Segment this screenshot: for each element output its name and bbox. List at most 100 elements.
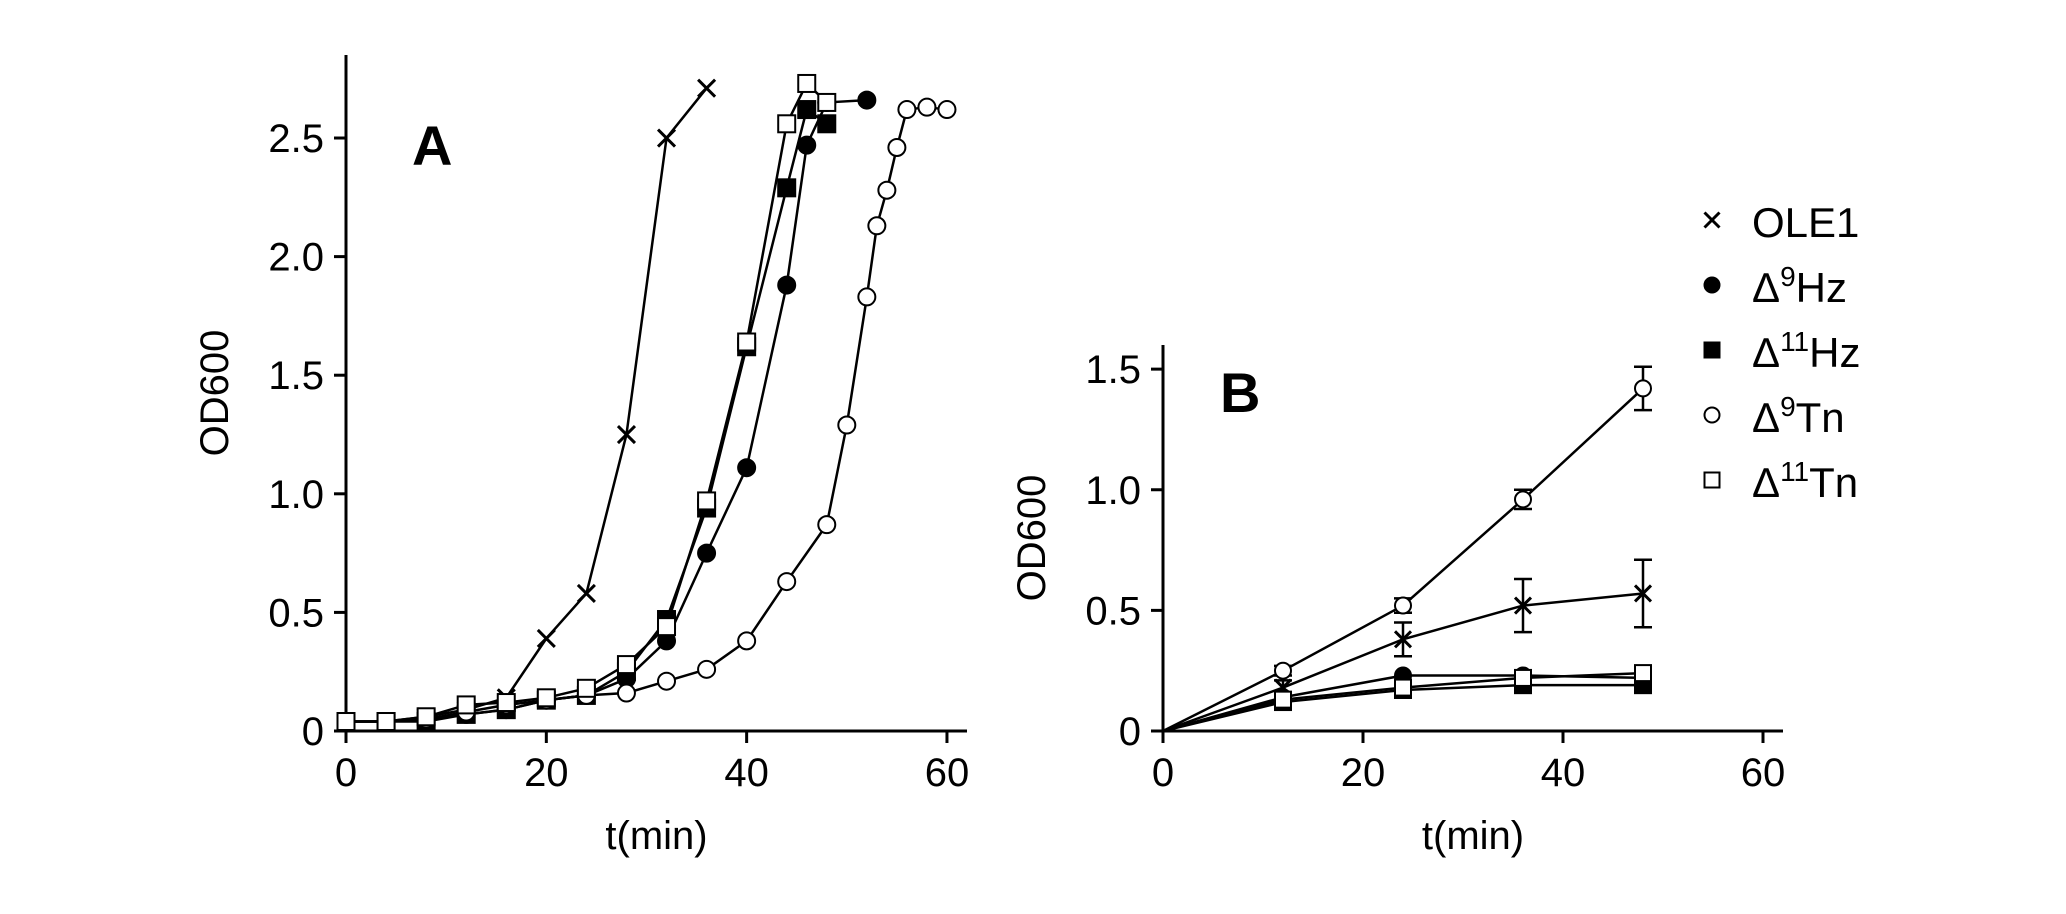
data-point — [1394, 596, 1412, 615]
legend-text: Tn — [1796, 394, 1845, 441]
data-point — [737, 458, 757, 478]
data-point — [777, 275, 797, 295]
legend-text: OLE1 — [1752, 199, 1859, 246]
data-point — [536, 688, 556, 708]
data-point — [867, 216, 887, 236]
legend-item: Δ9Hz — [1703, 261, 1847, 311]
data-point — [917, 97, 937, 117]
data-point — [536, 628, 556, 649]
y-tick-label: 0.5 — [268, 591, 324, 635]
y-tick-label: 0 — [302, 710, 324, 754]
data-point — [576, 678, 596, 698]
data-point — [777, 114, 797, 134]
legend-label: OLE1 — [1752, 199, 1859, 246]
data-point — [456, 695, 476, 715]
legend-text: Hz — [1796, 264, 1847, 311]
data-point — [1514, 668, 1532, 687]
x-tick-label: 60 — [925, 751, 970, 795]
data-point — [336, 712, 356, 732]
series-line — [346, 82, 828, 723]
x-axis-label: t(min) — [1422, 814, 1524, 858]
data-point — [1393, 630, 1413, 649]
data-point — [937, 100, 957, 120]
data-point — [616, 424, 637, 445]
y-tick-label: 0 — [1119, 710, 1141, 754]
legend-superscript: 11 — [1780, 456, 1809, 487]
data-point — [496, 693, 516, 713]
series-ole1 — [1162, 558, 1653, 733]
legend-label: Δ11Hz — [1752, 326, 1860, 376]
legend-marker — [1703, 406, 1721, 424]
legend-label: Δ9Hz — [1752, 261, 1847, 311]
y-axis-label: OD600 — [193, 330, 237, 457]
x-tick-label: 60 — [1741, 751, 1786, 795]
legend-superscript: 9 — [1780, 391, 1796, 422]
data-point — [737, 631, 757, 651]
y-tick-label: 1.0 — [1085, 469, 1141, 513]
data-point — [697, 491, 717, 511]
data-point — [817, 92, 837, 112]
x-tick-label: 20 — [524, 751, 569, 795]
legend-marker — [1703, 471, 1721, 489]
data-point — [797, 73, 817, 93]
data-point — [1634, 664, 1652, 683]
series-line — [346, 87, 708, 723]
data-point — [697, 543, 717, 563]
x-tick-label: 0 — [1152, 751, 1174, 795]
data-point — [697, 659, 717, 679]
data-point — [616, 655, 636, 675]
data-point — [837, 415, 857, 435]
data-point — [797, 100, 817, 120]
panel-label: B — [1220, 361, 1260, 424]
data-point — [897, 100, 917, 120]
series-line — [346, 105, 948, 723]
panel-a: 0 20 40 60 0 0.5 1.0 1.5 2.0 2.5 t(min) OD600 A — [193, 55, 969, 858]
legend-item: OLE1 — [1703, 199, 1859, 246]
data-point — [777, 572, 797, 592]
data-point — [656, 128, 677, 148]
data-point — [797, 135, 817, 155]
x-tick-label: 20 — [1341, 751, 1386, 795]
legend-superscript: 9 — [1780, 261, 1796, 292]
legend-symbol: Δ — [1752, 459, 1780, 506]
data-point — [416, 707, 436, 727]
data-point — [857, 287, 877, 307]
data-point — [616, 683, 636, 703]
x-axis-label: t(min) — [605, 814, 707, 858]
legend-marker — [1703, 211, 1721, 229]
x-tick-label: 40 — [724, 751, 769, 795]
data-point — [1394, 678, 1412, 697]
data-point — [737, 332, 757, 352]
legend-superscript: 11 — [1780, 326, 1809, 357]
data-point — [1634, 379, 1652, 398]
series-delta9hz — [1162, 666, 1652, 733]
data-point — [1274, 661, 1292, 680]
y-tick-label: 1.5 — [1085, 348, 1141, 392]
legend-item: Δ11Tn — [1703, 456, 1858, 506]
y-tick-label: 1.5 — [268, 354, 324, 398]
y-tick-label: 2.5 — [268, 117, 324, 161]
data-point — [376, 712, 396, 732]
x-tick-label: 40 — [1541, 751, 1586, 795]
data-point — [657, 671, 677, 691]
x-tick-label: 0 — [335, 751, 357, 795]
y-tick-label: 2.0 — [268, 236, 324, 280]
data-point — [857, 90, 877, 110]
legend-text: Hz — [1809, 329, 1860, 376]
y-tick-label: 1.0 — [268, 473, 324, 517]
legend-symbol: Δ — [1752, 394, 1780, 441]
legend-item: Δ11Hz — [1703, 326, 1860, 376]
series-delta11tn — [1162, 664, 1652, 733]
data-point — [657, 617, 677, 637]
data-point — [576, 583, 596, 603]
series-delta9tn — [1162, 365, 1652, 733]
data-point — [817, 114, 837, 134]
legend-label: Δ9Tn — [1752, 391, 1845, 441]
data-point — [877, 180, 897, 200]
series-delta11tn — [336, 73, 837, 732]
y-tick-label: 0.5 — [1085, 589, 1141, 633]
data-point — [777, 178, 797, 198]
legend-symbol: Δ — [1752, 264, 1780, 311]
series-delta11hz — [336, 100, 837, 732]
